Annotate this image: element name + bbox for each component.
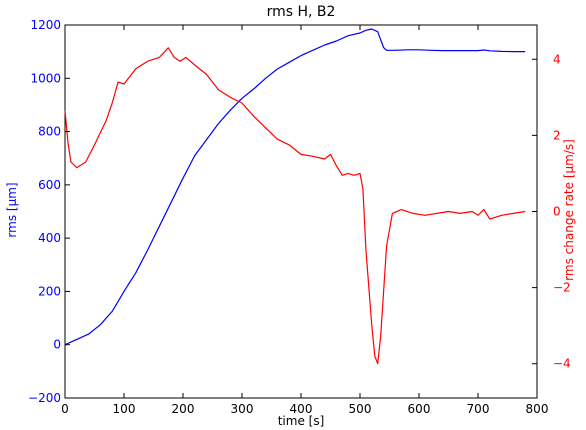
x-tick-label: 800 — [526, 402, 549, 416]
y-left-tick-label: 1200 — [30, 18, 61, 32]
axes: 0 100 200 300 400 500 600 700 800−20002004006008… — [28, 18, 571, 416]
y-right-tick-label: 4 — [553, 52, 561, 66]
x-tick-label: 300 — [231, 402, 254, 416]
rms-series-line — [64, 28, 526, 346]
y-left-tick-label: 200 — [38, 284, 61, 298]
x-tick-label: 0 — [61, 402, 69, 416]
x-tick-label: 100 — [113, 402, 136, 416]
x-tick-label: 200 — [172, 402, 195, 416]
x-tick-label: 400 — [290, 402, 313, 416]
x-axis-label: time [s] — [278, 414, 325, 428]
x-tick-label: 700 — [467, 402, 490, 416]
y-right-tick-label: −2 — [553, 281, 571, 295]
x-tick-label: 500 — [349, 402, 372, 416]
y-left-tick-label: 600 — [38, 178, 61, 192]
y-left-tick-label: 800 — [38, 125, 61, 139]
y-right-tick-label: 0 — [553, 205, 561, 219]
y-right-tick-label: 2 — [553, 128, 561, 142]
y-axis-left-label: rms [μm] — [5, 182, 19, 237]
x-tick-label: 600 — [408, 402, 431, 416]
y-right-tick-label: −4 — [553, 357, 571, 371]
rms-rate-series-line — [64, 47, 526, 365]
y-left-tick-label: −200 — [28, 391, 61, 405]
series-layer — [64, 28, 526, 365]
y-axis-right-label: rms change rate [μm/s] — [562, 139, 576, 281]
plot-frame — [64, 24, 538, 399]
y-left-tick-label: 1000 — [30, 71, 61, 85]
y-left-tick-label: 0 — [53, 338, 61, 352]
plot-area — [64, 24, 538, 399]
chart-title: rms H, B2 — [267, 4, 336, 20]
y-left-tick-label: 400 — [38, 231, 61, 245]
